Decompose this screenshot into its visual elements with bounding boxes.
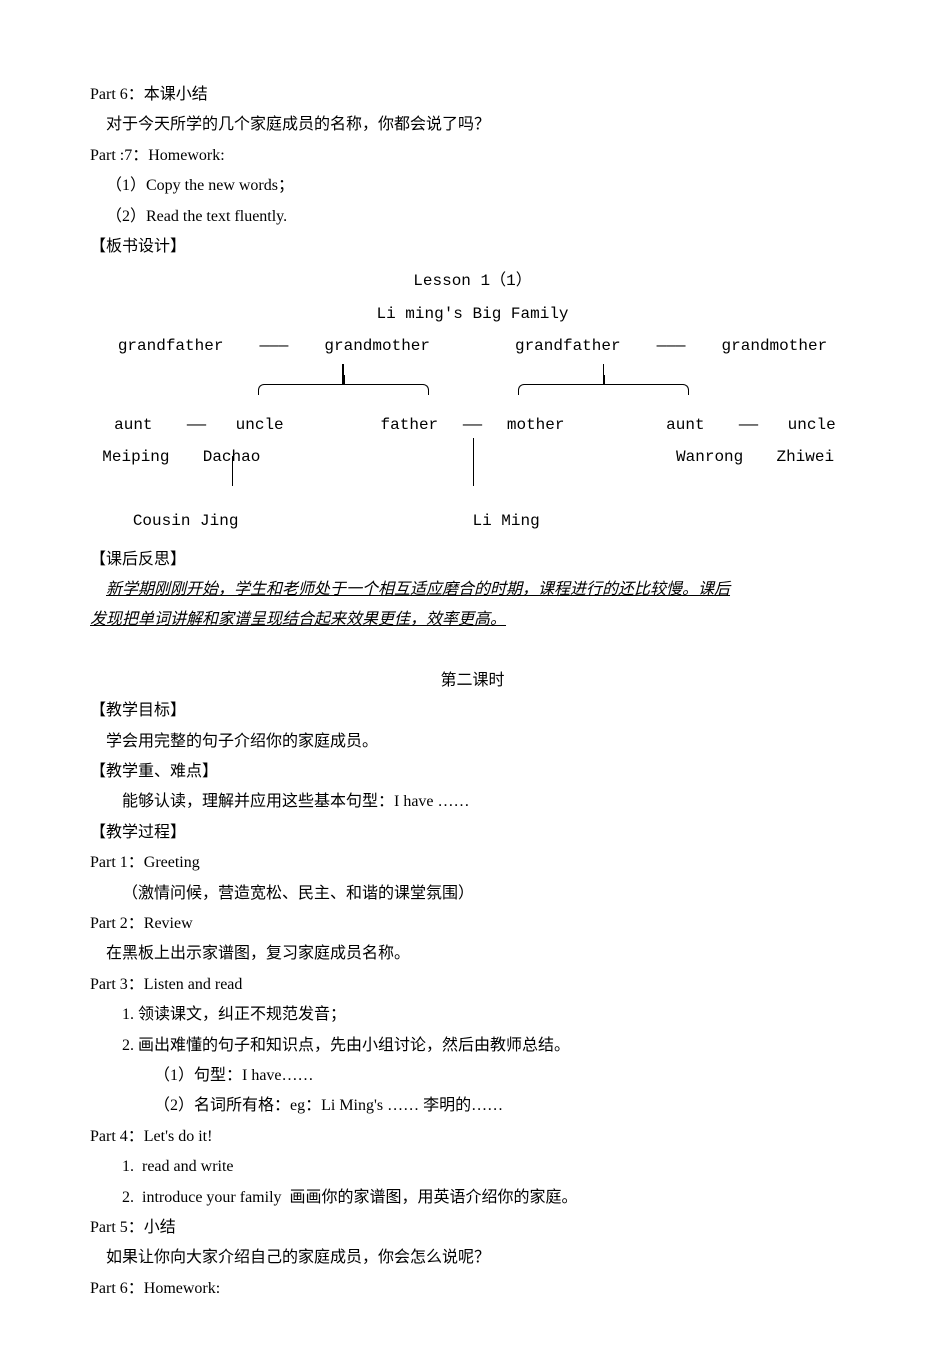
p6-heading: Part 6：Homework:: [90, 1274, 855, 1304]
process-heading: 【教学过程】: [90, 818, 855, 848]
tree-connector: ———: [656, 331, 685, 361]
tree-vlines: [90, 364, 855, 384]
part7-heading: Part :7：Homework:: [90, 141, 855, 171]
p2-heading: Part 2：Review: [90, 909, 855, 939]
aunt-label: aunt: [642, 410, 729, 440]
p3-2: 2. 画出难懂的句子和知识点，先由小组讨论，然后由教师总结。: [90, 1031, 855, 1061]
mother-label: mother: [492, 410, 579, 440]
name-meiping: Meiping: [90, 442, 182, 472]
p3-1: 1. 领读课文，纠正不规范发音；: [90, 1000, 855, 1030]
lesson2-title: 第二课时: [90, 666, 855, 696]
name-wanrong: Wanrong: [664, 442, 756, 472]
tree-title1: Lesson 1（1）: [413, 266, 531, 296]
p5-heading: Part 5：小结: [90, 1213, 855, 1243]
tree-connector: ——: [737, 410, 761, 440]
tree-vlines: [90, 474, 855, 504]
reflect-line1: 新学期刚刚开始，学生和老师处于一个相互适应磨合的时期，课程进行的还比较慢。课后: [90, 575, 855, 605]
goal-heading: 【教学目标】: [90, 696, 855, 726]
tree-grandparents: grandfather ——— grandmother grandfather …: [90, 331, 855, 361]
tree-vline: [232, 456, 234, 486]
gp-label: grandmother: [694, 331, 855, 361]
liming-label: Li Ming: [473, 506, 664, 536]
p4-2: 2. introduce your family 画画你的家谱图，用英语介绍你的…: [90, 1183, 855, 1213]
gp-label: grandfather: [487, 331, 648, 361]
part7-item2: （2）Read the text fluently.: [90, 202, 855, 232]
cousin-label: Cousin Jing: [90, 506, 281, 536]
father-label: father: [366, 410, 453, 440]
family-tree: Lesson 1（1） Li ming's Big Family grandfa…: [90, 266, 855, 536]
gp-label: grandmother: [297, 331, 458, 361]
tree-connector: ——: [185, 410, 209, 440]
part6-body: 对于今天所学的几个家庭成员的名称，你都会说了吗？: [90, 110, 855, 140]
goal-body: 学会用完整的句子介绍你的家庭成员。: [90, 727, 855, 757]
p4-1: 1. read and write: [90, 1152, 855, 1182]
part6-heading: Part 6：本课小结: [90, 80, 855, 110]
tree-vline: [473, 438, 475, 486]
uncle-label: uncle: [216, 410, 303, 440]
tree-connector: ——: [461, 410, 485, 440]
reflect-heading: 【课后反思】: [90, 545, 855, 575]
reflect-line2: 发现把单词讲解和家谱呈现结合起来效果更佳，效率更高。: [90, 605, 855, 635]
uncle-label: uncle: [768, 410, 855, 440]
aunt-label: aunt: [90, 410, 177, 440]
tree-title2: Li ming's Big Family: [376, 299, 568, 329]
board-heading: 【板书设计】: [90, 232, 855, 262]
tree-connector: ———: [259, 331, 288, 361]
tree-braces: [90, 384, 855, 408]
p3-2-1: （1）句型：I have……: [90, 1061, 855, 1091]
p3-2-2: （2）名词所有格：eg：Li Ming's …… 李明的……: [90, 1091, 855, 1121]
keypoint-heading: 【教学重、难点】: [90, 757, 855, 787]
keypoint-body: 能够认读，理解并应用这些基本句型：I have ……: [90, 787, 855, 817]
part7-item1: （1）Copy the new words；: [90, 171, 855, 201]
p5-body: 如果让你向大家介绍自己的家庭成员，你会怎么说呢？: [90, 1243, 855, 1273]
p1-heading: Part 1：Greeting: [90, 848, 855, 878]
tree-brace: [518, 384, 688, 395]
name-zhiwei: Zhiwei: [756, 442, 855, 472]
gp-label: grandfather: [90, 331, 251, 361]
p4-heading: Part 4：Let's do it!: [90, 1122, 855, 1152]
p3-heading: Part 3：Listen and read: [90, 970, 855, 1000]
p2-body: 在黑板上出示家谱图，复习家庭成员名称。: [90, 939, 855, 969]
tree-children: Cousin Jing Li Ming: [90, 506, 855, 536]
tree-parents: aunt —— uncle father —— mother aunt —— u…: [90, 410, 855, 440]
tree-brace: [258, 384, 428, 395]
p1-body: （激情问候，营造宽松、民主、和谐的课堂氛围）: [90, 879, 855, 909]
